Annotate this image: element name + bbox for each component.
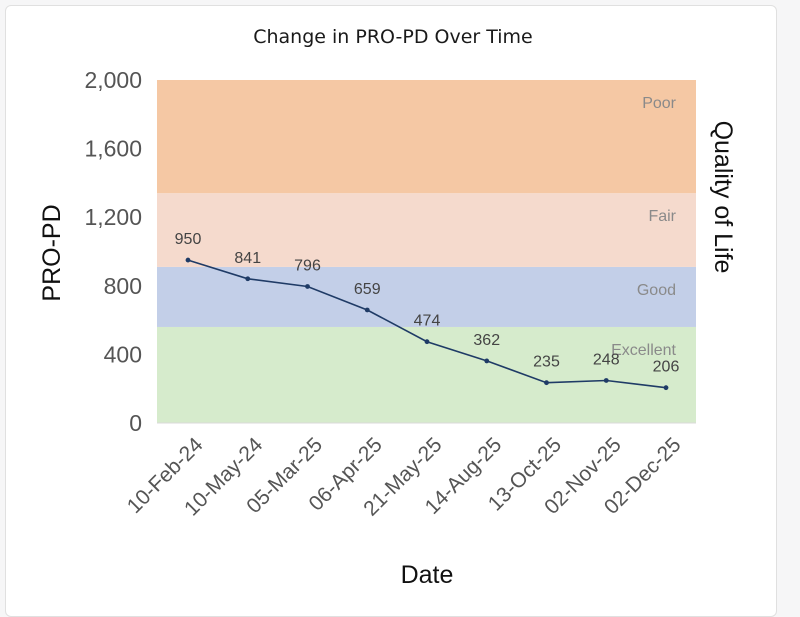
data-label: 474 bbox=[414, 313, 441, 330]
y-tick-label: 0 bbox=[129, 410, 142, 436]
y-axis-label: PRO-PD bbox=[38, 204, 66, 301]
data-label: 796 bbox=[294, 257, 321, 274]
data-point bbox=[245, 276, 251, 282]
band-label-excellent: Excellent bbox=[611, 342, 676, 359]
data-point bbox=[364, 307, 370, 313]
y-tick-label: 2,000 bbox=[84, 67, 142, 93]
data-label: 841 bbox=[234, 250, 261, 267]
data-point bbox=[424, 339, 430, 345]
page-edge bbox=[777, 0, 800, 601]
band-label-poor: Poor bbox=[642, 95, 676, 112]
chart-title: Change in PRO-PD Over Time bbox=[253, 26, 533, 48]
band-label-fair: Fair bbox=[648, 208, 676, 225]
data-label: 235 bbox=[533, 354, 560, 371]
y-tick-label: 400 bbox=[104, 341, 142, 367]
data-label: 362 bbox=[473, 332, 500, 349]
y-tick-label: 1,600 bbox=[84, 136, 142, 162]
data-label: 659 bbox=[354, 281, 381, 298]
data-point bbox=[305, 284, 310, 289]
data-point bbox=[185, 257, 191, 263]
pro-pd-line-chart: Excellent Good Fair Poor 0 400 800 1,200 1,600 2… bbox=[38, 26, 737, 589]
band-fair bbox=[157, 193, 696, 267]
band-label-good: Good bbox=[637, 282, 676, 299]
data-label: 206 bbox=[653, 359, 680, 376]
y-tick-label: 1,200 bbox=[84, 204, 142, 230]
y-tick-label: 800 bbox=[104, 273, 142, 299]
quality-of-life-axis-label: Quality of Life bbox=[709, 121, 737, 274]
data-label: 950 bbox=[175, 231, 202, 248]
data-point bbox=[663, 385, 669, 391]
data-point bbox=[544, 380, 549, 386]
band-poor bbox=[157, 80, 696, 194]
data-label: 248 bbox=[593, 351, 620, 368]
x-axis-label: Date bbox=[401, 561, 454, 589]
data-point bbox=[603, 378, 609, 383]
data-point bbox=[484, 358, 490, 364]
